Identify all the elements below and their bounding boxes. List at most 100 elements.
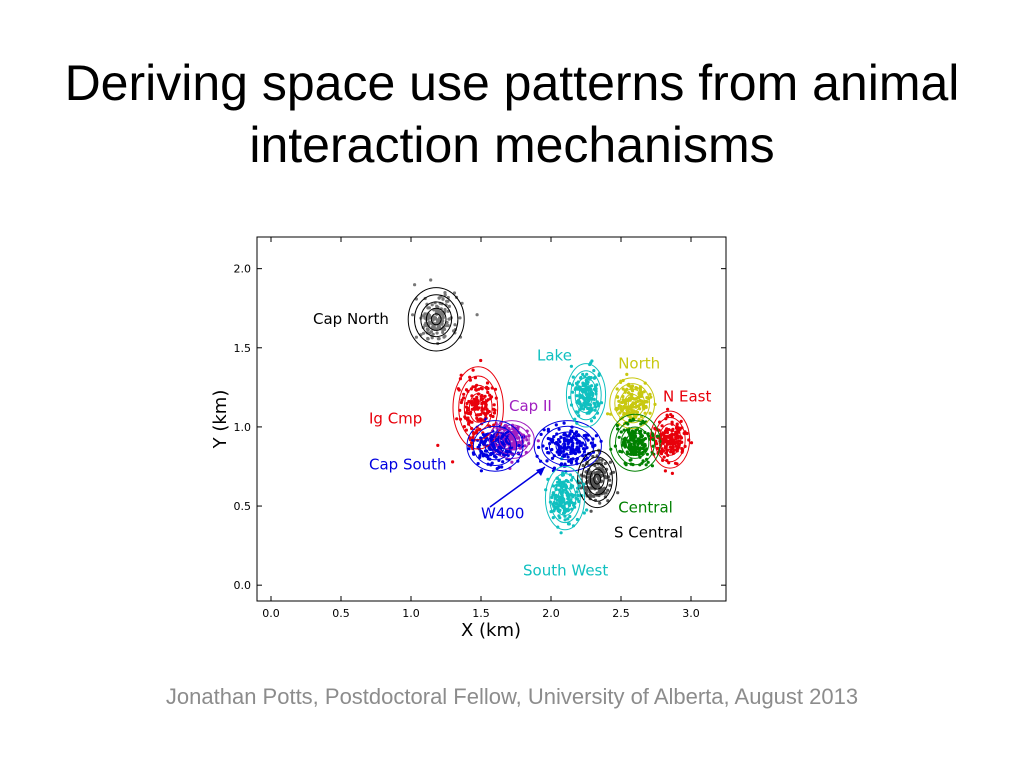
data-point bbox=[458, 316, 462, 320]
data-point bbox=[515, 436, 519, 440]
data-point bbox=[475, 416, 479, 420]
data-point bbox=[554, 423, 558, 427]
y-tick-label: 2.0 bbox=[234, 263, 252, 276]
data-point bbox=[567, 502, 571, 506]
contour-line bbox=[466, 420, 524, 472]
data-point bbox=[471, 430, 475, 435]
contour-line bbox=[623, 393, 641, 413]
data-point bbox=[493, 408, 497, 412]
contour-line bbox=[620, 426, 650, 459]
data-point bbox=[479, 397, 483, 402]
data-point bbox=[536, 439, 540, 443]
contour-line bbox=[581, 456, 613, 502]
data-point bbox=[608, 460, 612, 464]
contour-line bbox=[627, 398, 637, 409]
data-point bbox=[593, 408, 597, 412]
data-point bbox=[563, 518, 567, 522]
contour-line bbox=[489, 441, 501, 451]
data-point bbox=[562, 433, 566, 437]
data-point bbox=[563, 442, 567, 447]
data-point bbox=[510, 437, 514, 441]
data-point bbox=[562, 497, 566, 501]
data-point bbox=[443, 291, 447, 295]
series-south-west-contours bbox=[544, 465, 586, 531]
data-point bbox=[554, 493, 558, 498]
contour-line bbox=[585, 462, 609, 496]
data-point bbox=[655, 434, 659, 438]
plot-frame bbox=[256, 236, 727, 602]
contour-line bbox=[544, 465, 586, 531]
data-point bbox=[625, 450, 629, 454]
data-point bbox=[644, 404, 648, 409]
label-s-central: S Central bbox=[614, 524, 683, 542]
data-point bbox=[478, 417, 482, 421]
contour-line bbox=[407, 287, 465, 352]
data-point bbox=[585, 372, 589, 376]
data-point bbox=[577, 385, 581, 389]
data-point bbox=[559, 531, 563, 535]
data-point bbox=[670, 414, 675, 418]
data-point bbox=[561, 505, 565, 509]
contour-line bbox=[614, 383, 651, 424]
data-point bbox=[584, 485, 588, 490]
data-point bbox=[430, 303, 434, 307]
data-point bbox=[479, 394, 483, 399]
label-lake: Lake bbox=[537, 346, 572, 364]
data-point bbox=[675, 430, 679, 434]
data-point bbox=[490, 461, 494, 465]
contour-line bbox=[593, 473, 602, 485]
contour-line bbox=[615, 420, 655, 466]
label-n-east: N East bbox=[663, 388, 711, 406]
data-point bbox=[441, 319, 445, 323]
data-point bbox=[584, 453, 588, 457]
data-point bbox=[470, 407, 474, 411]
data-point bbox=[413, 283, 417, 287]
data-point bbox=[621, 387, 625, 391]
y-axis-title: Y (km) bbox=[210, 390, 231, 450]
contour-line bbox=[472, 425, 518, 466]
contour-line bbox=[548, 431, 587, 461]
contour-line bbox=[578, 383, 594, 407]
contour-line bbox=[473, 400, 484, 416]
contour-line bbox=[549, 473, 581, 524]
data-point bbox=[446, 309, 450, 313]
data-point bbox=[445, 299, 449, 303]
data-point bbox=[539, 432, 543, 436]
series-ig-cmp-contours bbox=[452, 366, 504, 450]
data-point bbox=[569, 478, 574, 482]
contour-line bbox=[452, 366, 504, 450]
label-cap-north: Cap North bbox=[313, 310, 389, 328]
series-lake-contours bbox=[565, 363, 607, 428]
data-point bbox=[643, 411, 647, 415]
data-point bbox=[586, 380, 590, 384]
data-point bbox=[464, 405, 468, 409]
data-point bbox=[618, 411, 622, 415]
data-point bbox=[615, 423, 619, 428]
data-point bbox=[550, 495, 554, 500]
data-point bbox=[634, 428, 638, 432]
data-point bbox=[572, 493, 576, 497]
data-point bbox=[584, 392, 588, 396]
data-point bbox=[627, 430, 631, 434]
contour-line bbox=[577, 450, 618, 509]
data-point bbox=[558, 516, 562, 520]
data-point bbox=[562, 449, 566, 453]
data-point bbox=[479, 469, 483, 473]
contour-line bbox=[458, 375, 499, 441]
data-point bbox=[616, 427, 620, 431]
data-point bbox=[617, 435, 621, 439]
data-point bbox=[579, 404, 583, 408]
data-point bbox=[477, 387, 481, 391]
data-point bbox=[582, 407, 586, 411]
data-point bbox=[443, 293, 447, 297]
data-point bbox=[589, 391, 593, 395]
data-point bbox=[582, 511, 586, 515]
data-point bbox=[470, 420, 474, 424]
contour-line bbox=[609, 377, 656, 429]
contour-line bbox=[582, 389, 590, 402]
data-point bbox=[486, 398, 490, 402]
data-point bbox=[431, 317, 436, 321]
data-point bbox=[631, 401, 635, 405]
label-cap-ii: Cap II bbox=[509, 397, 552, 415]
data-point bbox=[480, 387, 484, 391]
